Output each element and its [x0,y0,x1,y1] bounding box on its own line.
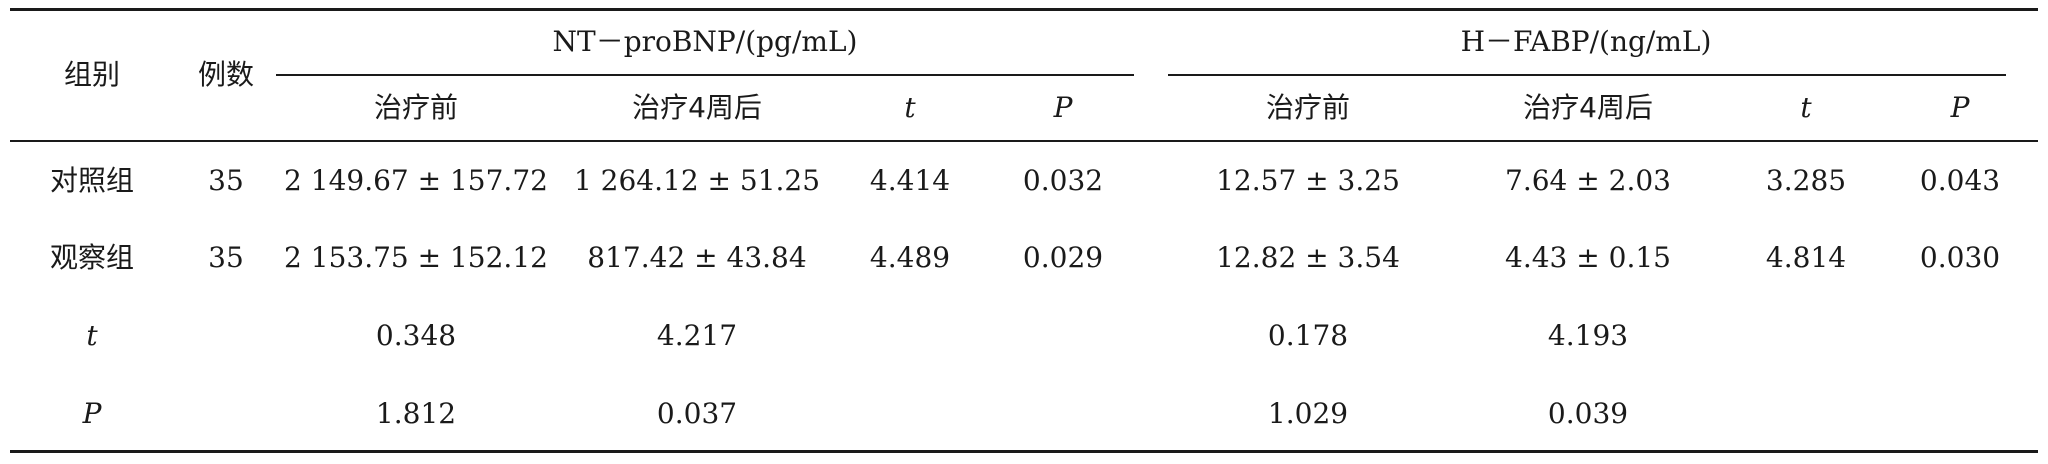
ntprobnp-subrule [276,74,1134,76]
header-nt-after: 治疗4周后 [632,91,762,124]
row-nt-t: 4.489 [869,241,951,274]
bottom-rule [10,450,2038,453]
header-rule [10,140,2038,142]
header-h-p: P [1950,91,1970,124]
stats-p-nt-before: 1.812 [375,397,457,430]
row-h-after: 7.64 ± 2.03 [1505,164,1671,197]
stats-label-t: t [86,319,98,352]
header-h-t: t [1800,91,1812,124]
row-h-p: 0.043 [1919,164,2001,197]
header-h-before: 治疗前 [1265,91,1351,124]
header-nt-before: 治疗前 [373,91,459,124]
row-h-before: 12.57 ± 3.25 [1216,164,1400,197]
row-h-t: 4.814 [1765,241,1847,274]
row-nt-p: 0.029 [1022,241,1104,274]
stats-p-h-after: 0.039 [1547,397,1629,430]
stats-t-h-before: 0.178 [1267,319,1349,352]
stats-t-h-after: 4.193 [1547,319,1629,352]
header-ntprobnp: NT－proBNP/(pg/mL) [552,25,858,58]
header-hfabp: H－FABP/(ng/mL) [1460,25,1712,58]
row-cases: 35 [208,164,244,197]
row-h-after: 4.43 ± 0.15 [1505,241,1671,274]
row-cases: 35 [208,241,244,274]
row-h-p: 0.030 [1919,241,2001,274]
header-h-after: 治疗4周后 [1523,91,1653,124]
top-rule [10,8,2038,11]
row-nt-before: 2 149.67 ± 157.72 [284,164,548,197]
header-cases: 例数 [197,58,255,91]
header-nt-p: P [1053,91,1073,124]
row-nt-before: 2 153.75 ± 152.12 [284,241,548,274]
stats-t-nt-after: 4.217 [656,319,738,352]
header-nt-t: t [904,91,916,124]
row-h-before: 12.82 ± 3.54 [1216,241,1400,274]
row-nt-t: 4.414 [869,164,951,197]
header-group: 组别 [63,58,121,91]
stats-label-p: P [82,397,102,430]
row-nt-after: 1 264.12 ± 51.25 [573,164,821,197]
row-nt-after: 817.42 ± 43.84 [587,241,807,274]
row-group: 观察组 [49,241,135,274]
row-h-t: 3.285 [1765,164,1847,197]
stats-t-nt-before: 0.348 [375,319,457,352]
stats-p-nt-after: 0.037 [656,397,738,430]
row-group: 对照组 [49,164,135,197]
stats-p-h-before: 1.029 [1267,397,1349,430]
hfabp-subrule [1168,74,2006,76]
row-nt-p: 0.032 [1022,164,1104,197]
